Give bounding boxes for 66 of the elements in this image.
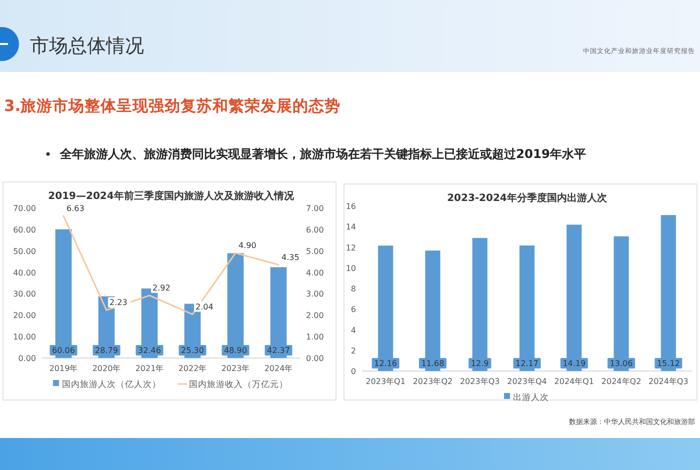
y-tick-label: 2 — [350, 346, 356, 356]
x-tick-label: 2023年Q1 — [366, 377, 406, 386]
y-tick-label: 70.00 — [13, 204, 36, 213]
data-label: 2.92 — [152, 283, 170, 292]
x-tick-label: 2023年Q3 — [460, 377, 500, 386]
y2-tick-label: 4.00 — [306, 268, 324, 278]
y-tick-label: 6 — [350, 305, 356, 314]
y-tick-label: 14 — [346, 222, 356, 232]
data-label: 48.90 — [224, 346, 247, 355]
x-tick-label: 2024年Q1 — [554, 377, 594, 386]
data-label: 2.04 — [196, 302, 214, 312]
y2-tick-label: 2.00 — [306, 311, 324, 320]
data-label: 28.79 — [95, 346, 118, 355]
data-label: 32.46 — [138, 346, 161, 355]
data-label: 60.06 — [52, 346, 75, 355]
data-label: 4.35 — [282, 252, 300, 262]
data-label: 2.23 — [110, 298, 128, 308]
y-tick-label: 8 — [350, 284, 356, 294]
y-tick-label: 50.00 — [13, 246, 36, 256]
y2-tick-label: 1.00 — [306, 332, 324, 342]
y2-tick-label: 0.00 — [306, 354, 324, 363]
x-tick-label: 2020年 — [92, 364, 121, 373]
legend-label: 出游人次 — [513, 392, 549, 403]
y-tick-label: 12 — [346, 243, 356, 252]
x-tick-label: 2023年Q2 — [412, 377, 453, 386]
chart-title: 2023-2024年分季度国内出游人次 — [447, 192, 608, 204]
y-tick-label: 60.00 — [13, 225, 36, 234]
x-tick-label: 2022年 — [178, 364, 207, 373]
y2-tick-label: 7.00 — [306, 204, 324, 213]
y-tick-label: 16 — [346, 202, 356, 211]
y-tick-label: 10.00 — [13, 332, 36, 342]
data-label: 4.90 — [238, 241, 256, 250]
data-label: 12.16 — [374, 359, 398, 368]
x-tick-label: 2024年 — [264, 364, 293, 373]
y2-tick-label: 3.00 — [306, 290, 324, 299]
y2-tick-label: 5.00 — [306, 246, 324, 256]
data-label: 42.37 — [267, 346, 290, 355]
legend-label: 国内旅游收入（万亿元） — [189, 379, 288, 390]
data-label: 12.9 — [470, 359, 489, 368]
y-tick-label: 0.00 — [18, 354, 36, 363]
y-tick-label: 4 — [350, 326, 356, 335]
text: 市场总体情况 — [30, 35, 144, 57]
y-tick-label: 10 — [346, 264, 356, 273]
x-tick-label: 2019年 — [49, 364, 78, 373]
data-label: 15.12 — [656, 359, 680, 368]
text: 3.旅游市场整体呈现强劲复苏和繁荣发展的态势 — [4, 97, 341, 115]
data-label: 13.06 — [610, 359, 633, 368]
x-tick-label: 2021年 — [135, 364, 164, 373]
y2-tick-label: 6.00 — [306, 225, 324, 234]
text: 全年旅游人次、旅游消费同比实现显著增长，旅游市场在若干关键指标上已接近或超过2019年水平 — [59, 147, 586, 161]
x-tick-label: 2024年Q3 — [648, 377, 688, 386]
y-tick-label: 20.00 — [13, 311, 36, 320]
y-tick-label: 40.00 — [13, 268, 36, 278]
x-tick-label: 2023年Q4 — [507, 377, 547, 386]
y-tick-label: 30.00 — [13, 290, 36, 299]
chart-title: 2019—2024年前三季度国内旅游人次及旅游收入情况 — [48, 190, 295, 202]
x-tick-label: 2023年 — [221, 364, 250, 373]
legend-label: 国内旅游人次（亿人次） — [62, 379, 161, 390]
data-label: 14.19 — [562, 359, 586, 368]
data-label: 11.68 — [421, 359, 444, 368]
line-series — [62, 215, 280, 316]
x-tick-label: 2024年Q2 — [601, 377, 642, 386]
data-label: 25.30 — [181, 346, 204, 355]
y-tick-label: 0 — [350, 367, 356, 376]
data-label: 12.17 — [516, 359, 538, 368]
data-label: 6.63 — [66, 204, 84, 213]
